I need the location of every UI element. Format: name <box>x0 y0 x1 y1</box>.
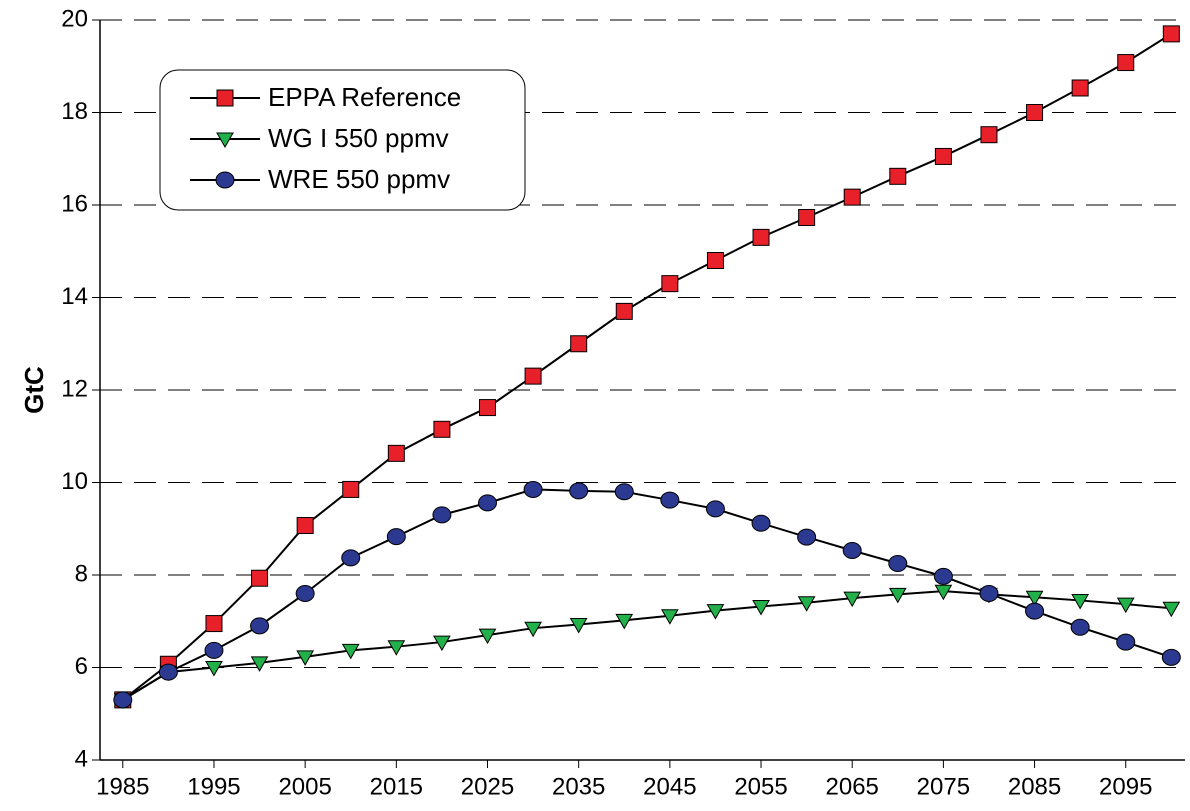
point <box>387 444 405 462</box>
series-line <box>122 488 1172 701</box>
point <box>386 528 406 546</box>
y-tick-label: 4 <box>75 745 88 772</box>
legend-marker <box>216 89 234 107</box>
y-tick-label: 12 <box>61 375 88 402</box>
point <box>387 640 406 656</box>
point <box>614 483 634 501</box>
legend-marker <box>216 132 234 149</box>
legend-box <box>159 69 526 211</box>
x-tick-label: 2045 <box>643 773 696 800</box>
y-tick-label: 6 <box>75 653 88 680</box>
y-tick-label: 8 <box>75 560 88 587</box>
x-tick-label: 1985 <box>96 773 149 800</box>
point <box>980 126 998 144</box>
point <box>569 617 588 634</box>
point <box>1071 593 1090 610</box>
y-tick-label: 16 <box>61 190 88 217</box>
point <box>570 335 588 353</box>
point <box>296 517 314 535</box>
point <box>888 587 907 604</box>
x-tick-label: 2005 <box>278 773 331 800</box>
point <box>1071 79 1089 97</box>
point <box>432 506 452 524</box>
point <box>1162 25 1180 43</box>
point <box>113 691 133 709</box>
point <box>706 252 724 269</box>
x-tick-label: 2025 <box>461 773 514 800</box>
legend-label: WRE 550 ppmv <box>268 164 450 194</box>
point <box>843 188 861 206</box>
point <box>888 554 908 572</box>
point <box>615 302 633 320</box>
y-axis-label: GtC <box>19 366 49 414</box>
point <box>889 167 907 185</box>
point <box>569 482 589 500</box>
point <box>1025 602 1045 620</box>
point <box>342 480 360 498</box>
x-tick-label: 2085 <box>1008 773 1061 800</box>
point <box>523 480 543 498</box>
point <box>341 549 361 567</box>
x-tick-label: 2065 <box>826 773 879 800</box>
point <box>250 617 270 635</box>
point <box>524 367 542 385</box>
point <box>250 656 269 672</box>
point <box>752 228 770 246</box>
point <box>797 596 816 612</box>
point <box>797 528 817 546</box>
point <box>660 609 679 625</box>
point <box>251 569 269 587</box>
point <box>479 399 496 417</box>
point <box>433 420 451 438</box>
point <box>296 650 315 666</box>
point <box>751 514 771 532</box>
point <box>205 661 223 677</box>
point <box>979 585 999 602</box>
point <box>615 613 634 630</box>
point <box>752 599 770 616</box>
point <box>1116 597 1135 614</box>
y-tick-label: 14 <box>61 283 88 310</box>
x-tick-label: 2015 <box>370 773 423 800</box>
point <box>934 584 953 601</box>
point <box>798 208 816 226</box>
point <box>341 643 360 660</box>
point <box>1117 54 1135 72</box>
point <box>842 541 862 559</box>
point <box>934 147 952 165</box>
point <box>204 641 224 659</box>
y-tick-label: 18 <box>61 98 88 125</box>
point <box>1116 633 1136 651</box>
point <box>158 663 178 681</box>
point <box>433 635 451 652</box>
x-tick-label: 1995 <box>187 773 240 800</box>
point <box>1070 618 1090 636</box>
point <box>478 628 497 645</box>
point <box>661 275 679 293</box>
point <box>524 621 542 638</box>
point <box>705 500 725 518</box>
point <box>706 604 725 620</box>
x-tick-label: 2035 <box>552 773 605 800</box>
point <box>660 491 680 509</box>
legend-label: EPPA Reference <box>268 82 461 112</box>
y-tick-label: 10 <box>61 468 88 495</box>
point <box>478 494 497 512</box>
point <box>1025 590 1044 607</box>
series-line <box>122 590 1172 701</box>
point <box>295 585 315 602</box>
x-tick-label: 2055 <box>734 773 787 800</box>
legend-marker <box>215 171 235 189</box>
point <box>933 567 953 585</box>
point <box>205 615 223 633</box>
x-tick-label: 2095 <box>1099 773 1152 800</box>
point <box>1161 648 1181 666</box>
legend-label: WG I 550 ppmv <box>268 123 449 153</box>
point <box>1026 104 1044 121</box>
y-tick-label: 20 <box>61 5 88 32</box>
point <box>1162 601 1181 618</box>
x-tick-label: 2075 <box>917 773 970 800</box>
point <box>843 591 862 608</box>
